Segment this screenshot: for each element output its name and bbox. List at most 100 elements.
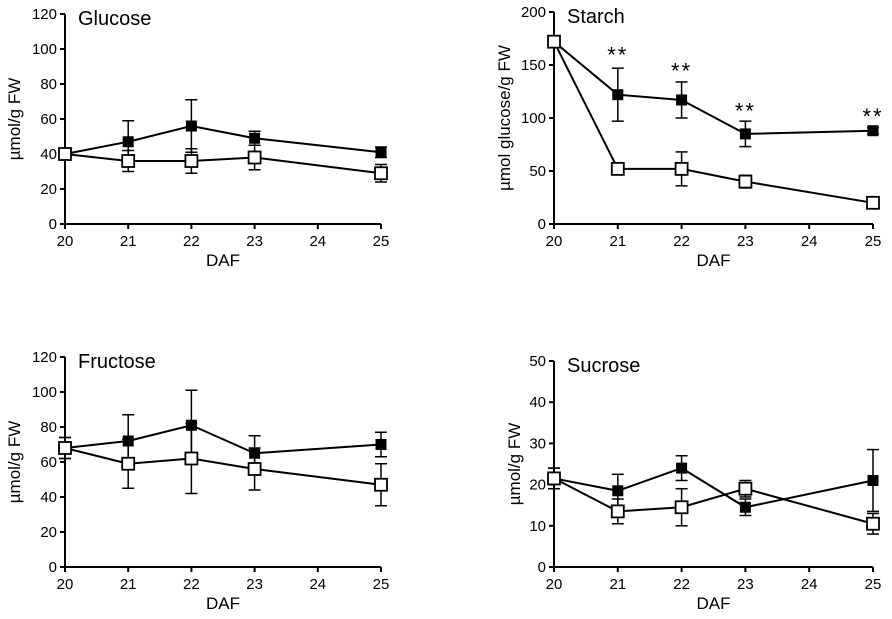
glucose-y-tick-label: 20 [40,181,57,198]
sucrose-open-series-marker [674,500,689,515]
fructose-x-tick-label: 21 [120,576,137,593]
sucrose-y-tick-label: 40 [529,394,546,411]
glucose-open-series-marker [374,166,388,181]
fructose-y-tick-label: 100 [32,384,57,401]
sucrose-filled-series-marker [867,474,879,486]
fructose-open-series-line [64,447,382,486]
sucrose-title: Sucrose [567,355,640,377]
sucrose-open-series-marker [738,481,753,496]
starch-filled-series-marker [867,125,879,137]
glucose-y-tick-label: 120 [32,6,57,23]
fructose-open-series-marker [374,477,388,492]
fructose-open-series-marker [184,451,199,466]
glucose-open-series-marker [58,147,72,161]
glucose-x-tick-label: 20 [57,233,74,250]
sucrose-y-tick-label: 20 [529,477,546,494]
sucrose-y-tick-label: 10 [529,518,546,535]
glucose-filled-series-marker [185,120,197,132]
sucrose-x-tick-label: 20 [546,576,563,593]
starch-significance-label: ** [607,42,628,67]
fructose-x-tick-label: 24 [309,576,326,593]
starch-filled-series-marker [739,128,751,140]
sucrose-x-axis-label: DAF [697,594,731,613]
starch-open-series-marker [674,161,689,176]
starch-open-series-marker [547,34,561,49]
sucrose-x-tick-label: 21 [609,576,626,593]
fructose-filled-series-line [64,424,382,455]
starch-x-tick-label: 22 [673,233,690,250]
glucose-y-tick-label: 40 [40,146,57,163]
glucose-filled-series-line [64,124,382,155]
sucrose-open-series-marker [610,504,625,519]
starch-filled-series-marker [676,94,688,106]
starch-filled-series-line [553,40,874,135]
fructose-open-series-marker [121,456,136,471]
starch-x-axis-label: DAF [697,251,731,270]
starch-open-series-marker [738,174,753,189]
glucose-filled-series-marker [375,146,387,158]
glucose-y-axis-label: µmol/g FW [5,78,24,161]
starch-open-series-marker [610,161,625,176]
glucose-x-tick-label: 24 [309,233,326,250]
starch-open-series [547,34,880,210]
fructose-x-tick-label: 20 [57,576,74,593]
starch-significance-label: ** [862,104,883,129]
starch-x-tick-label: 21 [609,233,626,250]
starch-y-tick-label: 50 [529,163,546,180]
starch-y-tick-label: 100 [521,110,546,127]
fructose-y-tick-label: 20 [40,524,57,541]
sucrose-y-tick-label: 30 [529,435,546,452]
fructose-title: Fructose [78,351,156,373]
fructose-x-tick-label: 23 [246,576,263,593]
fructose-x-axis-label: DAF [206,594,240,613]
starch-y-tick-label: 0 [538,216,546,233]
glucose-y-tick-label: 0 [49,216,57,233]
glucose-filled-series-marker [249,132,261,144]
glucose-x-tick-label: 23 [246,233,263,250]
starch-x-tick-label: 25 [865,233,882,250]
glucose-open-series [58,144,388,183]
fructose-open-series [58,422,388,507]
starch-significance-label: ** [735,99,756,124]
sucrose-filled-series-marker [676,462,688,474]
sucrose-filled-series [548,448,879,517]
sucrose-y-axis-label: µmol/g FW [505,423,524,506]
starch-x-tick-label: 24 [801,233,818,250]
sucrose-panel: 0 10 20 30 40 50 20 21 22 23 24 25 DAF µmol/g FW Sucro… [505,353,881,613]
fructose-y-axis-label: µmol/g FW [5,421,24,504]
starch-title: Starch [567,6,625,28]
sucrose-open-series [547,467,880,535]
fructose-y-tick-label: 40 [40,489,57,506]
starch-x-tick-label: 23 [737,233,754,250]
starch-y-tick-label: 150 [521,57,546,74]
glucose-open-series-marker [184,154,199,168]
glucose-y-tick-label: 100 [32,41,57,58]
sucrose-filled-series-marker [612,485,624,497]
fructose-y-tick-label: 120 [32,349,57,366]
glucose-x-axis-label: DAF [206,251,240,270]
glucose-open-series-marker [247,150,262,165]
starch-significance-label: ** [671,58,692,83]
starch-open-series-line [553,41,874,204]
sucrose-open-series-line [553,477,874,525]
sucrose-filled-series-line [553,467,874,509]
fructose-open-series-marker [247,462,262,476]
glucose-y-tick-label: 80 [40,76,57,93]
fructose-open-series-marker [58,441,72,455]
sucrose-x-tick-label: 24 [801,576,818,593]
glucose-filled-series-marker [122,136,134,148]
glucose-open-series-line [64,153,382,175]
sucrose-filled-series-marker [739,501,751,513]
glucose-x-tick-label: 22 [183,233,200,250]
starch-panel: 0 50 100 150 200 20 21 22 23 24 25 DAF µmol glucose/… [495,4,883,270]
fructose-filled-series-marker [375,439,387,450]
sucrose-x-tick-label: 22 [673,576,690,593]
starch-y-tick-label: 200 [521,4,546,21]
sucrose-y-tick-label: 50 [529,353,546,370]
glucose-title: Glucose [78,8,151,30]
sucrose-open-series-marker [866,516,880,531]
fructose-x-tick-label: 22 [183,576,200,593]
glucose-x-tick-label: 21 [120,233,137,250]
